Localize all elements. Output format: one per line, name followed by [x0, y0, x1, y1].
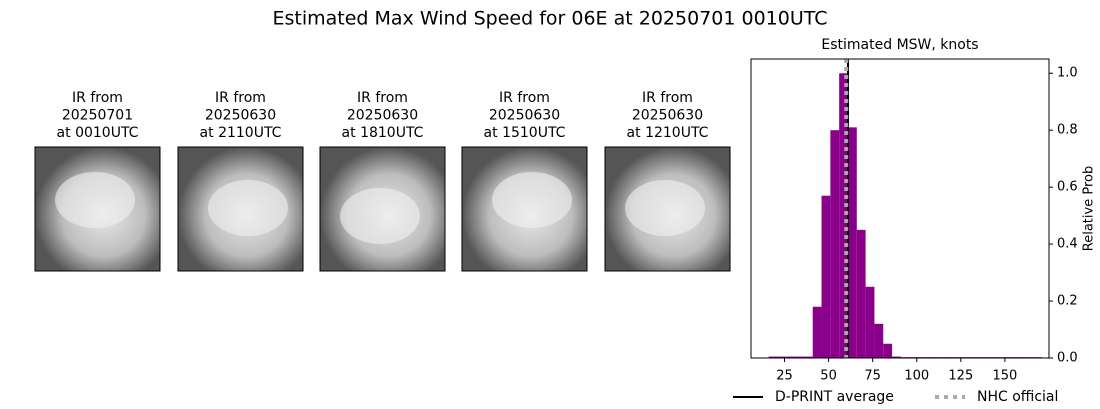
- plot-frame: [750, 58, 1050, 359]
- bar: [892, 356, 901, 358]
- y-axis-label: Relative Prob: [1082, 166, 1097, 251]
- cloud-band: [340, 188, 420, 244]
- panel-title: IR from: [642, 90, 693, 106]
- panel-title: at 0010UTC: [57, 125, 139, 141]
- x-tick-label: 50: [820, 369, 837, 384]
- bar: [839, 73, 848, 358]
- bar: [768, 356, 778, 358]
- cloud-band: [625, 180, 705, 236]
- x-tick-label: 100: [904, 369, 929, 384]
- bar: [821, 195, 831, 358]
- bar: [883, 343, 893, 358]
- legend-label: NHC official: [977, 389, 1058, 405]
- y-tick-label: 0.2: [1057, 294, 1078, 309]
- bar: [777, 356, 787, 358]
- bar: [812, 306, 822, 358]
- y-tick-label: 1.0: [1057, 66, 1078, 81]
- bar: [786, 356, 796, 358]
- panel-title: at 1210UTC: [627, 125, 709, 141]
- y-tick-label: 0.0: [1057, 351, 1078, 366]
- panel-title: IR from: [499, 90, 550, 106]
- x-tick-label: 75: [864, 369, 881, 384]
- y-tick-label: 0.6: [1057, 180, 1078, 195]
- panel-title: IR from: [357, 90, 408, 106]
- x-tick-label: 150: [993, 369, 1018, 384]
- legend-label: D-PRINT average: [775, 389, 894, 405]
- panel-title: IR from: [215, 90, 266, 106]
- bar: [847, 127, 857, 358]
- x-tick-label: 25: [776, 369, 793, 384]
- panel-title: 20250630: [347, 108, 418, 124]
- bar: [803, 356, 813, 358]
- panel-title: IR from: [72, 90, 123, 106]
- x-tick-label: 125: [948, 369, 973, 384]
- y-tick-label: 0.8: [1057, 123, 1078, 138]
- cloud-band: [492, 172, 572, 228]
- panel-title: at 1810UTC: [342, 125, 424, 141]
- y-tick-label: 0.4: [1057, 237, 1078, 252]
- figure-title: Estimated Max Wind Speed for 06E at 2025…: [272, 8, 827, 30]
- cloud-band: [208, 180, 288, 236]
- cloud-band: [55, 172, 135, 228]
- panel-title: 20250630: [632, 108, 703, 124]
- panel-title: at 2110UTC: [200, 125, 282, 141]
- panel-title: 20250701: [62, 108, 133, 124]
- panel-title: at 1510UTC: [484, 125, 566, 141]
- bar: [856, 229, 866, 358]
- bar: [830, 130, 840, 358]
- bar: [865, 286, 875, 358]
- panel-title: 20250630: [205, 108, 276, 124]
- panel-title: 20250630: [489, 108, 560, 124]
- chart-title: Estimated MSW, knots: [821, 37, 978, 53]
- bar: [795, 356, 804, 358]
- bar: [874, 323, 884, 358]
